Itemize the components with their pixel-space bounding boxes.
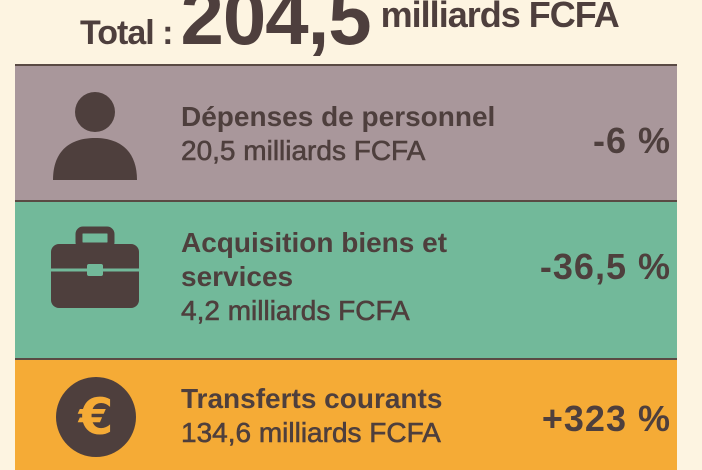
person-icon (53, 92, 137, 180)
transferts-change: +323 % (541, 398, 671, 439)
personnel-change: -6 % (592, 120, 671, 161)
panel-transferts: € Transferts courants 134,6 milliards FC… (15, 358, 677, 470)
euro-icon: € (56, 377, 136, 457)
total-label: Total : (80, 14, 173, 52)
personnel-text: Dépenses de personnel 20,5 milliards FCF… (181, 100, 496, 168)
transferts-text: Transferts courants 134,6 milliards FCFA (181, 382, 443, 450)
briefcase-icon (51, 226, 139, 308)
panel-personnel: Dépenses de personnel 20,5 milliards FCF… (15, 64, 677, 201)
acquisition-change: -36,5 % (539, 246, 671, 287)
transferts-amount: 134,6 milliards FCFA (181, 417, 441, 449)
panel-acquisition: Acquisition biens et services 4,2 millia… (15, 200, 677, 359)
personnel-amount: 20,5 milliards FCFA (181, 135, 426, 167)
acquisition-title: Acquisition biens et (181, 227, 448, 258)
svg-text:€: € (78, 388, 114, 446)
acquisition-text: Acquisition biens et services 4,2 millia… (181, 226, 447, 328)
total-unit: milliards FCFA (380, 0, 620, 35)
transferts-title: Transferts courants (181, 383, 443, 414)
acquisition-amount: 4,2 milliards FCFA (181, 295, 410, 327)
total-value: 204,5 (180, 0, 371, 61)
total-heading: Total :204,5 milliards FCFA (80, 0, 620, 63)
personnel-title: Dépenses de personnel (181, 101, 496, 132)
acquisition-title-line2: services (181, 261, 294, 292)
